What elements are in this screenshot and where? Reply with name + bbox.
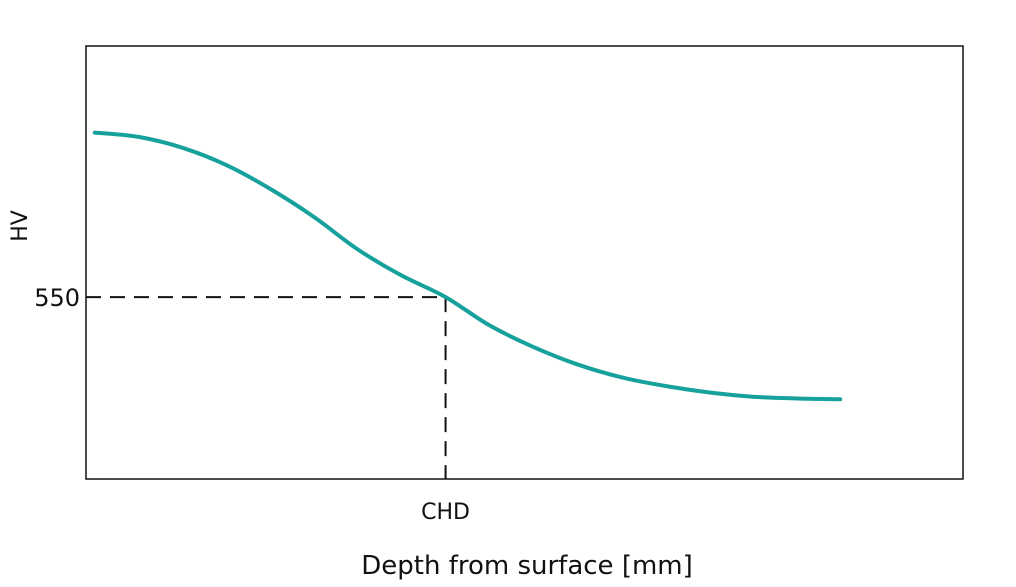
series-group bbox=[92, 130, 843, 402]
plot-frame bbox=[85, 45, 964, 480]
y-tick-label: 550 bbox=[34, 284, 80, 312]
x-tick-label: CHD bbox=[421, 500, 470, 525]
x-axis-label: Depth from surface [mm] bbox=[361, 551, 693, 581]
series-line-0 bbox=[92, 130, 843, 402]
y-axis-label: HV bbox=[8, 210, 33, 242]
